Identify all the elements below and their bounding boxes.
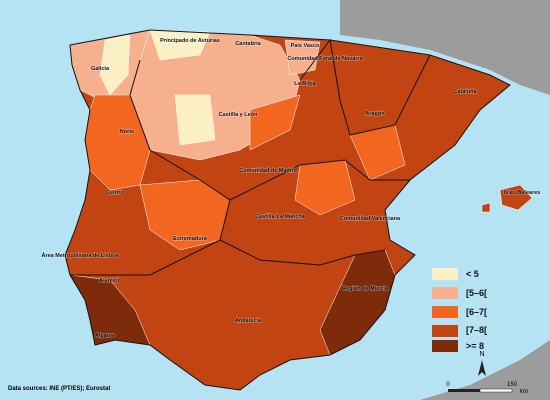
region-label: Algarve [95,333,115,339]
outline [64,29,511,391]
region-label: Aragón [365,111,385,117]
regions [64,29,533,391]
region-label: Islas Baleares [504,190,541,196]
galicia-inner [99,34,131,96]
source-note: Data sources: INE (PT/ES); Eurostat [8,386,110,392]
region-label: Comunidad Foral de Navarra [287,56,363,62]
region-label: Andalucía [235,318,262,324]
africa [420,340,550,400]
scale-unit: km [520,389,528,395]
region-label: Norte [120,129,134,135]
legend-swatch [432,306,458,318]
scale-label: 0 [446,382,450,388]
leon-inner [174,94,216,146]
asturias [149,29,211,61]
region-label: Centro [106,190,124,196]
baleares-2 [481,202,491,213]
legend-swatch [432,268,458,280]
scale-segment [448,389,480,392]
scale-segment [479,388,513,393]
border [299,38,431,136]
scale-label: 150 [507,382,518,388]
region-label: Región de Murcia [342,286,389,292]
legend-label: [6–7[ [466,307,487,317]
border [219,199,386,266]
north-label: N [479,351,484,358]
legend-swatch [432,340,458,352]
border [70,239,221,276]
region-label: Principado de Asturias [160,38,220,44]
region-label: Castilla-La Mancha [255,214,306,220]
legend-swatch [432,325,458,337]
region-label: Cantabria [235,41,261,47]
region-label: Extremadura [173,236,208,242]
legend-label: < 5 [466,269,479,279]
region-label: Castilla y León [219,112,258,118]
region-label: País Vasco [291,43,320,49]
region-label: Comunidad Valenciana [340,216,401,222]
region-label: Cataluña [453,89,477,95]
region-label: Comunidad de Madrid [239,168,297,174]
region-labels: Principado de Asturias Cantabria País Va… [41,37,541,339]
region-label: Área Metropolitana de Lisboa [41,252,119,259]
region-label: Galicia [91,66,110,72]
north-arrow-shape [478,360,486,376]
region-label: La Rioja [294,81,316,87]
pais-vasco [284,39,321,76]
legend-label: [7–8[ [466,325,487,335]
baleares [499,184,533,211]
legend-swatch [432,287,458,299]
scale-bar: 0 150 km [446,382,528,395]
legend-label: >= 8 [466,341,484,351]
france [340,0,550,95]
legend-label: [5–6[ [466,288,487,298]
legend: < 5 [5–6[ [6–7[ [7–8[ >= 8 [432,268,487,352]
north-arrow: N [478,351,486,376]
orange-north [249,94,301,151]
region-label: Alentejo [99,278,121,284]
